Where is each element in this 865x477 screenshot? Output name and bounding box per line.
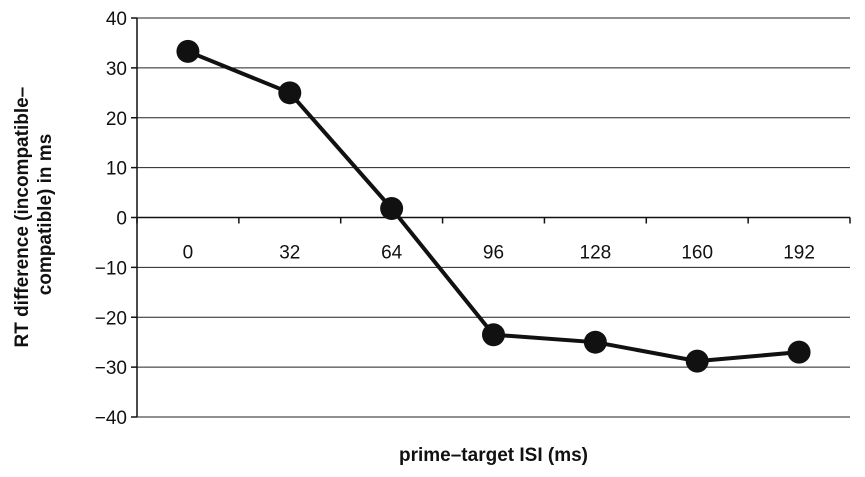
data-point (380, 197, 404, 221)
y-tick-label: −40 (95, 408, 127, 429)
series-0 (176, 39, 811, 373)
y-axis-title-line-1: RT difference (incompatible– (12, 87, 33, 348)
x-tick-label: 160 (681, 243, 713, 264)
y-tick-label: −30 (95, 358, 127, 379)
y-tick-label: −20 (95, 308, 127, 329)
x-tick-label: 64 (381, 243, 403, 264)
x-axis-ticks: 0 32 64 96 128 160 192 (136, 217, 851, 264)
y-tick-label: −10 (95, 258, 127, 279)
x-axis-title: prime–target ISI (ms) (399, 445, 588, 466)
data-point (583, 330, 607, 354)
y-tick-label: 0 (116, 209, 127, 230)
y-axis-title-line-2: compatible) in ms (35, 134, 56, 296)
x-tick-label: 32 (279, 243, 300, 264)
y-axis-ticks: −40 −30 −20 −10 0 10 20 30 40 (95, 9, 137, 429)
y-tick-label: 40 (106, 9, 127, 30)
x-tick-label: 96 (483, 243, 504, 264)
data-point (482, 323, 505, 347)
y-tick-label: 30 (106, 59, 127, 80)
x-tick-label: 192 (783, 243, 815, 264)
data-point (787, 340, 811, 364)
data-point (176, 39, 200, 63)
y-axis-title: RT difference (incompatible– compatible)… (12, 81, 56, 347)
x-tick-label: 128 (580, 243, 612, 264)
y-tick-label: 10 (106, 159, 127, 180)
x-tick-label: 0 (183, 243, 194, 264)
data-point (278, 81, 302, 105)
y-tick-label: 20 (106, 109, 127, 130)
data-point (685, 349, 709, 373)
